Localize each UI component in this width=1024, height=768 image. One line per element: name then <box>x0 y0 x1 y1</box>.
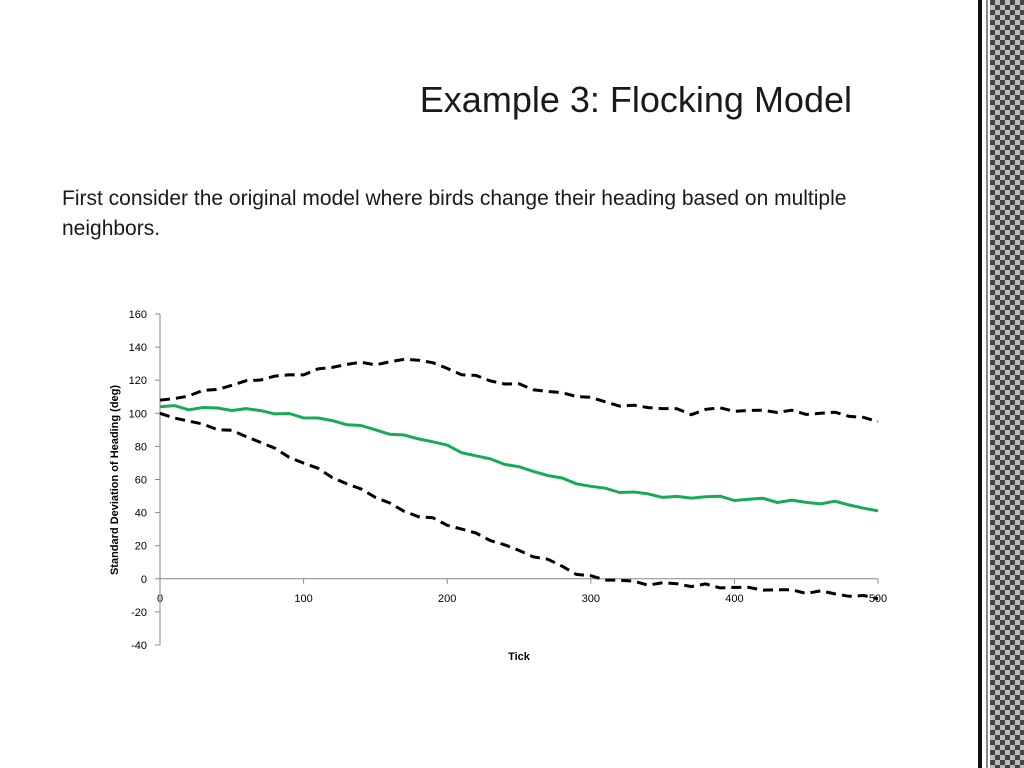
x-tick-label: 100 <box>294 593 312 605</box>
x-tick-label: 200 <box>438 593 456 605</box>
x-tick-label: 300 <box>582 593 600 605</box>
mean-series <box>159 404 879 513</box>
y-tick-label: 80 <box>135 441 147 453</box>
upper-bound-series <box>159 357 879 424</box>
y-tick-label: -20 <box>131 607 147 619</box>
y-tick-label: 160 <box>129 309 147 321</box>
slide-title: Example 3: Flocking Model <box>419 79 852 120</box>
y-axis-ticks: -40 -20 0 20 40 60 80 100 120 140 160 <box>129 309 160 652</box>
chart-axes <box>159 314 878 645</box>
y-tick-label: 0 <box>141 574 147 586</box>
y-tick-label: 120 <box>129 375 147 387</box>
y-tick-label: -40 <box>131 640 147 652</box>
y-tick-label: 60 <box>135 475 147 487</box>
lower-bound-series <box>159 411 879 601</box>
y-tick-label: 140 <box>129 342 147 354</box>
x-tick-label: 500 <box>869 593 887 605</box>
slide-body-text: First consider the original model where … <box>62 187 847 240</box>
series-layer <box>159 357 879 601</box>
y-tick-label: 40 <box>135 508 147 520</box>
x-tick-label: 400 <box>725 593 743 605</box>
x-axis-title: Tick <box>508 651 531 663</box>
y-tick-label: 100 <box>129 408 147 420</box>
y-tick-label: 20 <box>135 541 147 553</box>
decorative-side-border <box>978 0 1024 768</box>
y-axis-title: Standard Deviation of Heading (deg) <box>109 385 121 575</box>
